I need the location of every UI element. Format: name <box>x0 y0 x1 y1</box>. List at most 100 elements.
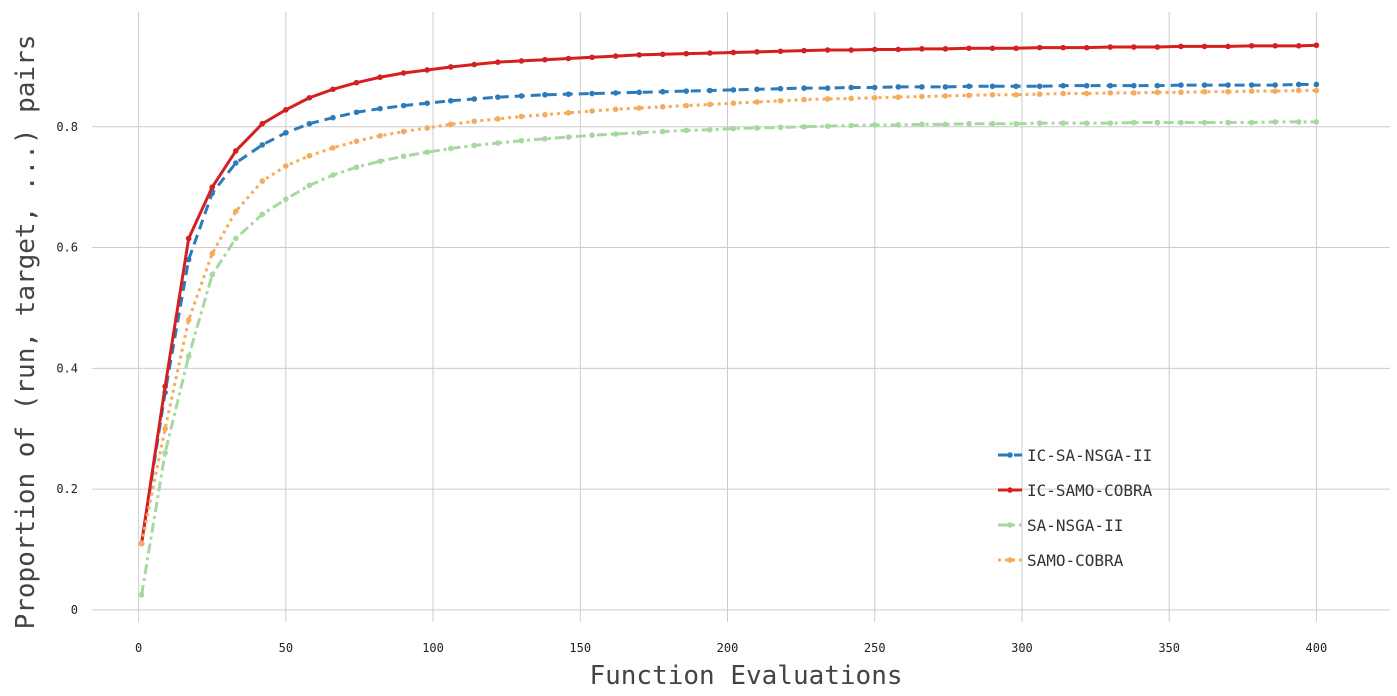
x-tick-label: 400 <box>1306 641 1328 655</box>
data-point <box>1201 88 1208 95</box>
data-point <box>1131 44 1137 50</box>
data-point <box>871 84 878 91</box>
data-point <box>283 163 289 169</box>
data-point <box>259 120 266 127</box>
data-point <box>330 172 336 178</box>
data-point <box>306 94 313 101</box>
data-point <box>1013 83 1019 90</box>
data-point <box>612 90 619 96</box>
data-point <box>1131 119 1137 126</box>
y-tick-label: 0.6 <box>56 241 78 255</box>
data-point <box>895 46 902 53</box>
data-point <box>185 235 192 242</box>
data-point <box>777 97 784 104</box>
data-point <box>824 47 831 53</box>
data-point <box>636 129 642 136</box>
data-point <box>518 137 525 144</box>
data-point <box>306 182 313 189</box>
legend-item: IC-SAMO-COBRA <box>998 481 1153 500</box>
data-point <box>848 95 854 102</box>
data-point <box>330 145 336 151</box>
series-3 <box>138 119 1320 598</box>
data-point <box>754 125 760 131</box>
data-point <box>1295 119 1302 125</box>
data-point <box>565 134 572 140</box>
data-point <box>424 100 430 106</box>
data-point <box>1107 82 1114 89</box>
data-point <box>777 48 784 55</box>
data-point <box>185 256 192 263</box>
data-point <box>754 49 760 55</box>
x-tick-label: 300 <box>1011 641 1033 655</box>
data-point <box>495 59 501 65</box>
data-point <box>612 131 619 137</box>
data-point <box>162 383 168 390</box>
data-point <box>1178 89 1184 96</box>
data-point <box>471 61 478 68</box>
data-point <box>919 84 925 90</box>
grid <box>92 12 1390 622</box>
x-tick-label: 250 <box>864 641 886 655</box>
data-point <box>966 45 972 52</box>
data-point <box>612 53 619 59</box>
data-point <box>283 129 289 136</box>
data-point <box>895 94 902 100</box>
y-tick-label: 0.4 <box>56 361 78 375</box>
data-point <box>1060 120 1066 126</box>
data-point <box>353 138 360 145</box>
data-point <box>185 317 192 323</box>
data-point <box>400 128 407 135</box>
data-point <box>518 113 525 120</box>
data-point <box>966 120 972 127</box>
data-point <box>895 84 902 90</box>
series-2 <box>138 42 1320 547</box>
x-tick-label: 150 <box>569 641 591 655</box>
data-point <box>377 158 383 164</box>
data-point <box>777 85 784 92</box>
data-point <box>1225 82 1231 88</box>
data-point <box>209 184 216 190</box>
legend-label: IC-SAMO-COBRA <box>1027 481 1153 500</box>
data-point <box>1154 82 1161 89</box>
data-point <box>283 107 289 113</box>
data-point <box>1272 43 1278 49</box>
data-point <box>1013 45 1019 52</box>
data-point <box>777 124 784 131</box>
series-line <box>140 82 1317 544</box>
data-point <box>330 114 336 121</box>
data-point <box>1248 43 1255 49</box>
data-point <box>471 118 478 125</box>
data-point <box>1201 119 1208 126</box>
tick-labels: 0 50 100 150 200 250 300 350 400 0 0.2 0.4 0.6 0.8 <box>56 120 1327 655</box>
x-tick-label: 350 <box>1158 641 1180 655</box>
data-point <box>259 142 266 148</box>
data-point <box>1272 119 1278 125</box>
data-point <box>495 140 501 146</box>
data-point <box>1248 82 1255 88</box>
data-point <box>209 250 216 257</box>
data-point <box>209 271 216 278</box>
data-point <box>707 50 713 56</box>
data-point <box>283 196 289 203</box>
data-point <box>377 105 383 112</box>
data-point <box>966 83 972 90</box>
data-point <box>1083 44 1090 51</box>
data-point <box>730 87 737 93</box>
data-point <box>801 123 807 130</box>
data-point <box>330 86 336 93</box>
data-point <box>542 91 548 98</box>
data-point <box>636 52 642 58</box>
data-point <box>730 100 737 106</box>
data-point <box>518 93 525 99</box>
data-point <box>707 101 713 108</box>
data-point <box>659 51 666 58</box>
data-point <box>989 45 996 52</box>
data-point <box>1225 119 1231 126</box>
data-point <box>989 83 996 90</box>
data-point <box>942 93 949 99</box>
data-point <box>353 164 360 171</box>
data-point <box>1083 82 1090 89</box>
data-point <box>824 96 831 102</box>
